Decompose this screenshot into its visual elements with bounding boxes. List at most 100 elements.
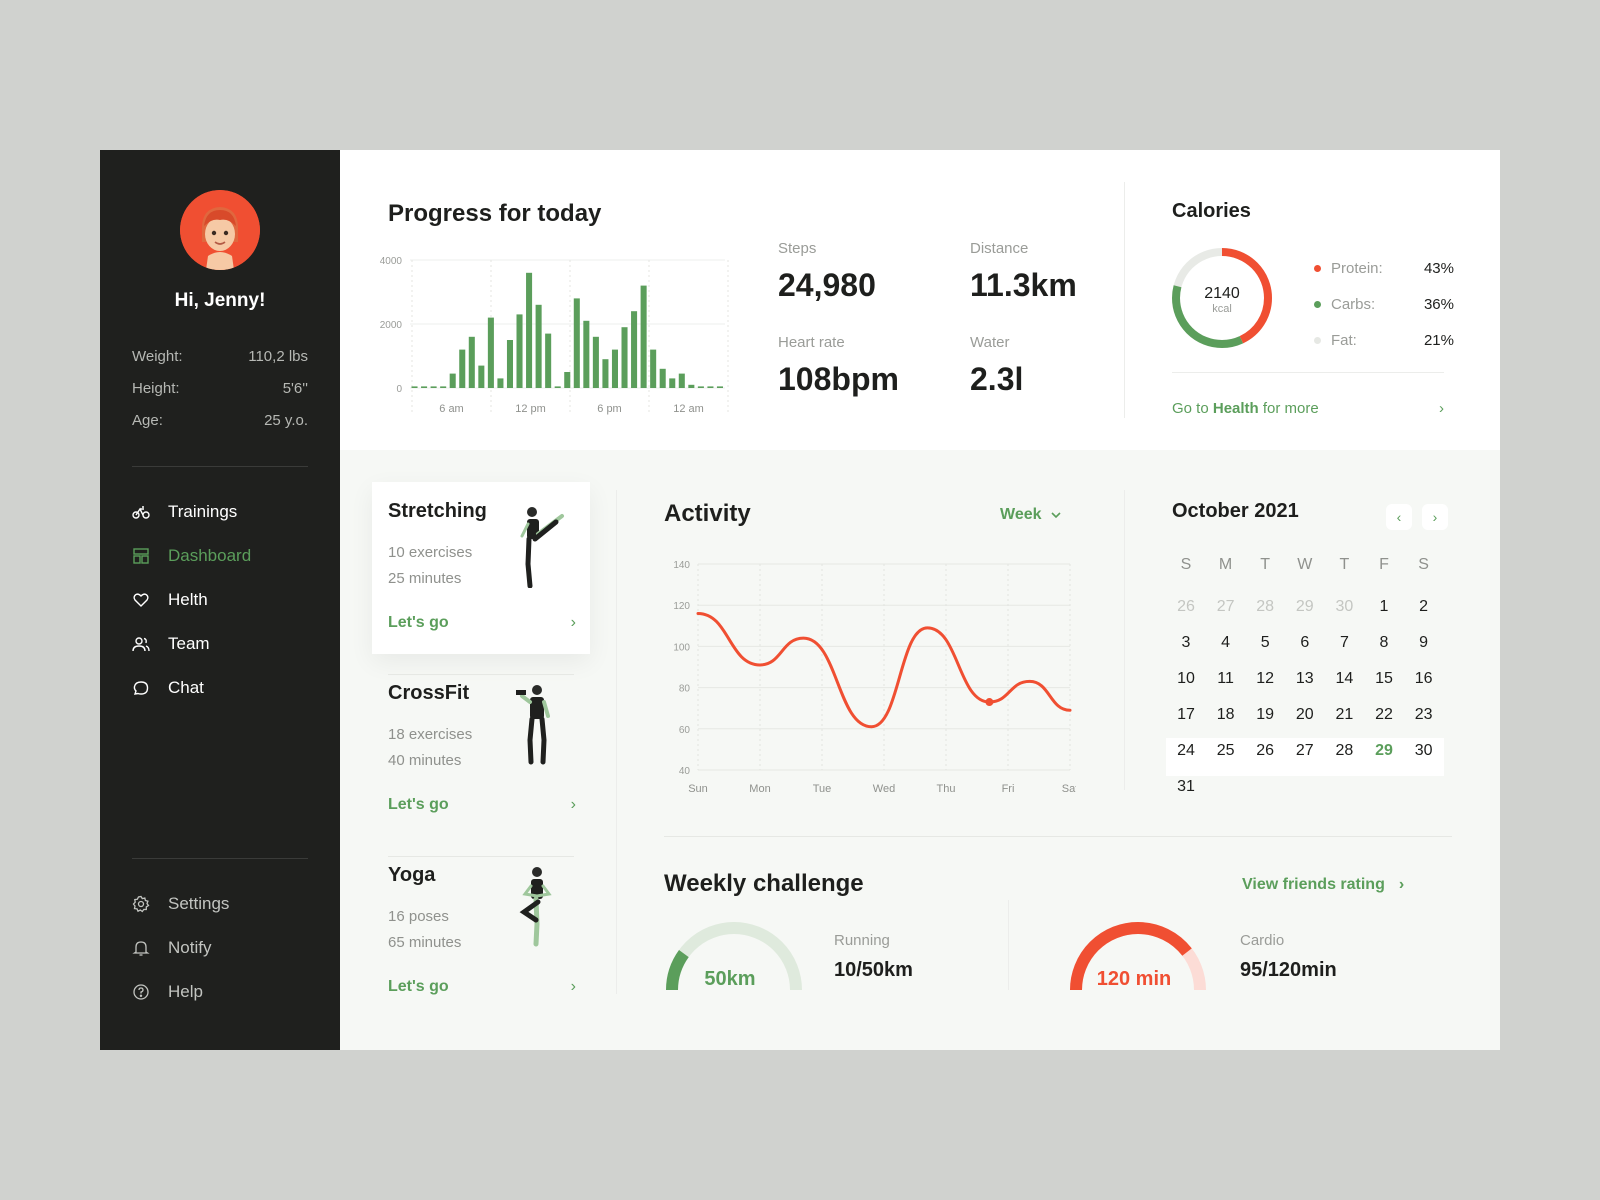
calendar-day[interactable]: 16 — [1414, 670, 1433, 687]
health-link[interactable]: Go to Health for more › — [1172, 400, 1444, 417]
chevron-right-icon[interactable]: › — [570, 614, 576, 631]
nav-item-settings[interactable]: Settings — [132, 882, 308, 926]
calendar-day[interactable]: 9 — [1419, 634, 1429, 651]
link-prefix: Go to — [1172, 400, 1213, 417]
nav-item-chat[interactable]: Chat — [132, 666, 308, 710]
calendar-weekday: S — [1418, 556, 1429, 573]
calendar-day[interactable]: 7 — [1339, 634, 1349, 651]
calendar-day[interactable]: 3 — [1181, 634, 1191, 651]
calendar-day[interactable]: 27 — [1216, 598, 1235, 615]
bar — [478, 365, 485, 388]
y-tick-label: 4000 — [380, 256, 403, 267]
calendar-day[interactable]: 26 — [1256, 742, 1275, 759]
calendar-day[interactable]: 29 — [1295, 598, 1314, 615]
calendar-day[interactable]: 6 — [1300, 634, 1310, 651]
team-icon — [132, 635, 168, 653]
calendar-day[interactable]: 31 — [1177, 778, 1195, 795]
chevron-right-icon: › — [1432, 509, 1438, 525]
lets-go-button[interactable]: Let's go — [388, 796, 449, 813]
calendar-day[interactable]: 30 — [1335, 598, 1354, 615]
training-detail: 16 poses — [388, 908, 449, 925]
calendar-day[interactable]: 11 — [1217, 670, 1234, 687]
challenge-divider — [1008, 900, 1009, 990]
chat-icon — [132, 679, 168, 697]
calendar-day[interactable]: 18 — [1216, 706, 1235, 723]
calendar-day[interactable]: 20 — [1295, 706, 1314, 723]
section-divider — [664, 836, 1452, 837]
training-card-crossfit[interactable]: CrossFit 18 exercises 40 minutes Let's g… — [372, 664, 590, 836]
calendar-day[interactable]: 22 — [1375, 706, 1393, 723]
bar — [440, 386, 447, 388]
calendar-day[interactable]: 15 — [1375, 670, 1393, 687]
metric-value: 11.3km — [970, 267, 1077, 303]
calendar-day[interactable]: 12 — [1256, 670, 1275, 687]
nav-item-health[interactable]: Helth — [132, 578, 308, 622]
lets-go-button[interactable]: Let's go — [388, 978, 449, 995]
calendar-day[interactable]: 23 — [1414, 706, 1433, 723]
bar — [573, 298, 580, 388]
bar — [697, 386, 704, 388]
calendar-day[interactable]: 10 — [1177, 670, 1195, 687]
crossfit-figure-icon — [516, 685, 550, 765]
nav-item-trainings[interactable]: Trainings — [132, 490, 308, 534]
calendar-day[interactable]: 13 — [1295, 670, 1314, 687]
panel-divider — [616, 490, 617, 994]
calendar-day[interactable]: 30 — [1414, 742, 1433, 759]
bar — [688, 384, 695, 388]
calendar-day[interactable]: 14 — [1335, 670, 1354, 687]
y-tick-label: 0 — [396, 384, 402, 395]
calendar-day[interactable]: 26 — [1177, 598, 1195, 615]
calendar-next-button[interactable]: › — [1422, 504, 1448, 530]
legend-dot — [1314, 336, 1321, 344]
y-tick-label: 100 — [673, 642, 690, 653]
bar — [659, 368, 666, 388]
bar — [430, 386, 437, 388]
calendar-day[interactable]: 25 — [1216, 742, 1235, 759]
calendar-day[interactable]: 4 — [1221, 634, 1231, 651]
calendar-day[interactable]: 8 — [1379, 634, 1389, 651]
calendar-prev-button[interactable]: ‹ — [1386, 504, 1412, 530]
health-link-text: Go to Health for more — [1172, 400, 1319, 417]
chevron-right-icon[interactable]: › — [570, 978, 576, 995]
nav-item-help[interactable]: Help — [132, 970, 308, 1014]
calendar-day[interactable]: 28 — [1256, 598, 1275, 615]
x-tick-label: 6 am — [439, 403, 463, 415]
nav-item-notify[interactable]: Notify — [132, 926, 308, 970]
calendar-day[interactable]: 5 — [1260, 634, 1270, 651]
link-suffix: for more — [1258, 400, 1319, 417]
main-nav: Trainings Dashboard Helth Team Chat — [132, 490, 308, 710]
training-card-yoga[interactable]: Yoga 16 poses 65 minutes Let's go › — [372, 846, 590, 1018]
calendar-day[interactable]: 1 — [1379, 598, 1389, 615]
training-card-stretching[interactable]: Stretching 10 exercises 25 minutes Let's… — [372, 482, 590, 654]
steps-bar-chart: 4000 2000 0 6 am 12 pm 6 pm 12 am — [380, 256, 729, 415]
calendar-day[interactable]: 28 — [1335, 742, 1354, 759]
calendar-day[interactable]: 27 — [1295, 742, 1314, 759]
bar — [583, 320, 590, 388]
calendar-day[interactable]: 29 — [1375, 742, 1393, 759]
avatar[interactable] — [180, 190, 260, 270]
legend-value: 43% — [1423, 259, 1454, 277]
nav-item-dashboard[interactable]: Dashboard — [132, 534, 308, 578]
stretching-figure-icon — [520, 507, 564, 588]
donut-total: 2140 — [1204, 285, 1240, 302]
cardio-stat: Cardio 95/120min — [1240, 932, 1337, 982]
metric-value: 108bpm — [778, 361, 899, 397]
bar — [487, 317, 494, 388]
training-divider — [388, 856, 574, 857]
link-label: View friends rating — [1242, 876, 1385, 893]
calendar-day[interactable]: 21 — [1335, 706, 1354, 723]
gear-icon — [132, 895, 168, 913]
view-friends-rating-link[interactable]: View friends rating › — [1242, 876, 1404, 894]
nav-label: Help — [168, 982, 203, 1001]
stat-value: 5'6'' — [282, 380, 308, 397]
bar — [650, 349, 657, 388]
calendar-day[interactable]: 2 — [1419, 598, 1429, 615]
calendar-day[interactable]: 19 — [1256, 706, 1275, 723]
legend-carbs: Carbs: 36% — [1314, 286, 1454, 322]
nav-item-team[interactable]: Team — [132, 622, 308, 666]
calendar-day[interactable]: 17 — [1177, 706, 1195, 723]
period-dropdown[interactable]: Week — [1000, 506, 1062, 524]
lets-go-button[interactable]: Let's go — [388, 614, 449, 631]
chevron-right-icon[interactable]: › — [570, 796, 576, 813]
calendar-day[interactable]: 24 — [1177, 742, 1195, 759]
